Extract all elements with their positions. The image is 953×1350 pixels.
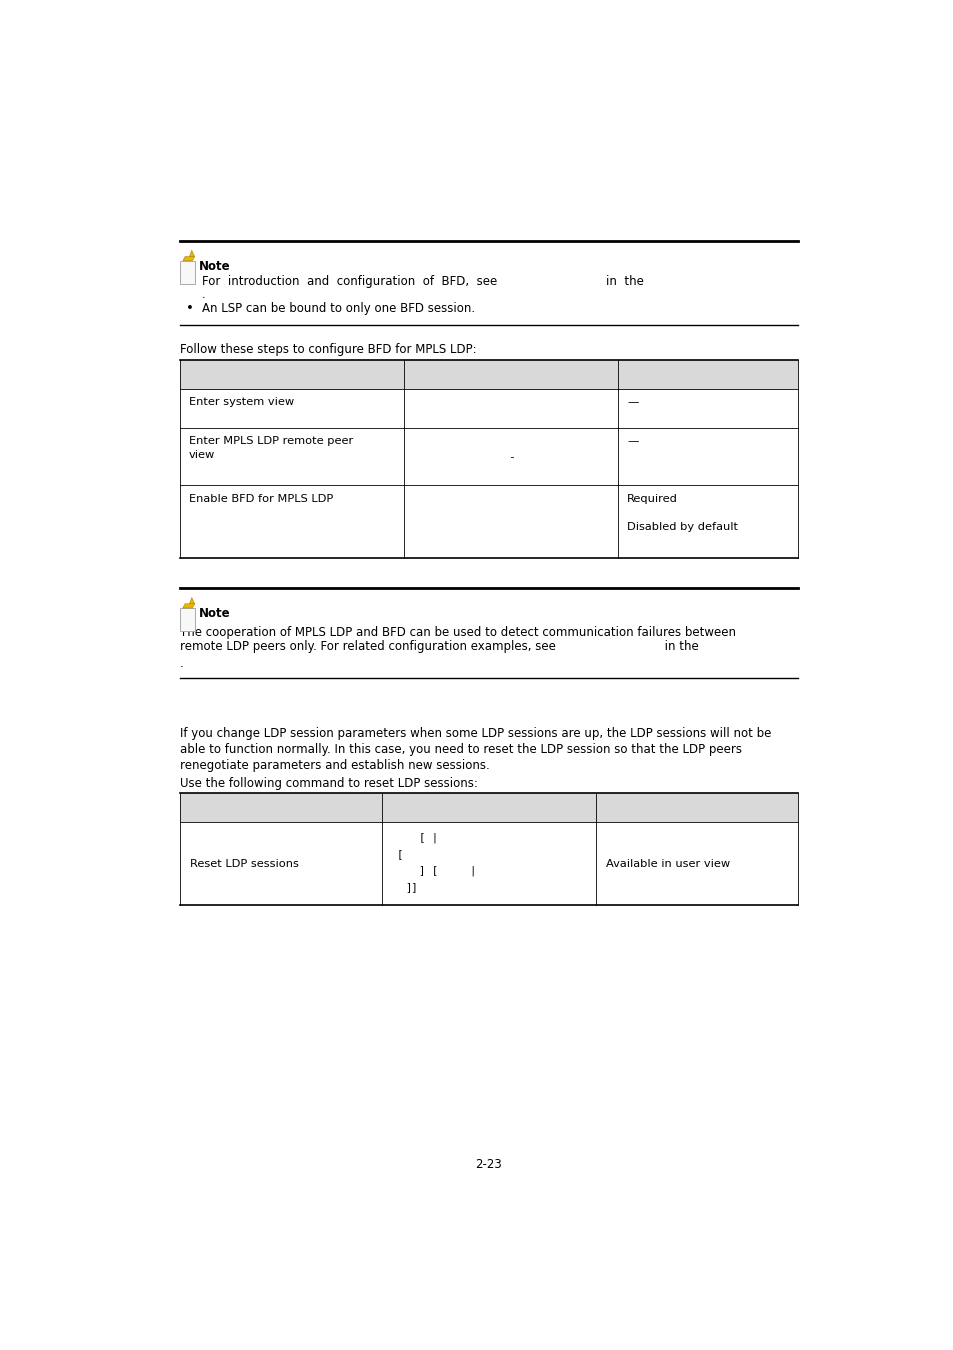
FancyBboxPatch shape <box>180 359 797 389</box>
Text: —: — <box>626 397 638 406</box>
Text: -: - <box>507 452 514 462</box>
Text: For  introduction  and  configuration  of  BFD,  see                            : For introduction and configuration of BF… <box>202 275 643 289</box>
Text: ] [     |: ] [ | <box>418 865 476 876</box>
FancyBboxPatch shape <box>180 261 194 284</box>
Text: Use the following command to reset LDP sessions:: Use the following command to reset LDP s… <box>180 778 477 790</box>
Text: Required

Disabled by default: Required Disabled by default <box>626 494 738 532</box>
Text: The cooperation of MPLS LDP and BFD can be used to detect communication failures: The cooperation of MPLS LDP and BFD can … <box>180 625 735 639</box>
Text: Note: Note <box>199 259 231 273</box>
Text: ]]: ]] <box>405 883 417 892</box>
Text: Enter MPLS LDP remote peer
view: Enter MPLS LDP remote peer view <box>189 436 353 460</box>
Text: —: — <box>626 436 638 447</box>
Text: Note: Note <box>199 608 231 620</box>
Text: Enter system view: Enter system view <box>189 397 294 406</box>
Text: able to function normally. In this case, you need to reset the LDP session so th: able to function normally. In this case,… <box>180 743 741 756</box>
FancyBboxPatch shape <box>180 792 797 822</box>
Text: If you change LDP session parameters when some LDP sessions are up, the LDP sess: If you change LDP session parameters whe… <box>180 728 770 741</box>
FancyBboxPatch shape <box>180 608 194 630</box>
Text: An LSP can be bound to only one BFD session.: An LSP can be bound to only one BFD sess… <box>202 302 475 316</box>
Text: Reset LDP sessions: Reset LDP sessions <box>190 859 299 868</box>
Text: .: . <box>202 288 206 301</box>
Text: 2-23: 2-23 <box>475 1157 502 1170</box>
Text: [: [ <box>396 849 402 859</box>
Polygon shape <box>190 598 194 603</box>
Polygon shape <box>190 250 194 256</box>
Text: Available in user view: Available in user view <box>606 859 730 868</box>
Text: .: . <box>180 657 183 670</box>
Polygon shape <box>183 256 194 261</box>
Text: •: • <box>186 302 193 316</box>
Text: renegotiate parameters and establish new sessions.: renegotiate parameters and establish new… <box>180 759 489 772</box>
Text: [ |: [ | <box>418 833 437 842</box>
Text: remote LDP peers only. For related configuration examples, see                  : remote LDP peers only. For related confi… <box>180 640 698 653</box>
Polygon shape <box>183 603 194 608</box>
Text: Follow these steps to configure BFD for MPLS LDP:: Follow these steps to configure BFD for … <box>180 343 476 356</box>
Text: Enable BFD for MPLS LDP: Enable BFD for MPLS LDP <box>189 494 333 504</box>
Text: •: • <box>186 275 193 289</box>
